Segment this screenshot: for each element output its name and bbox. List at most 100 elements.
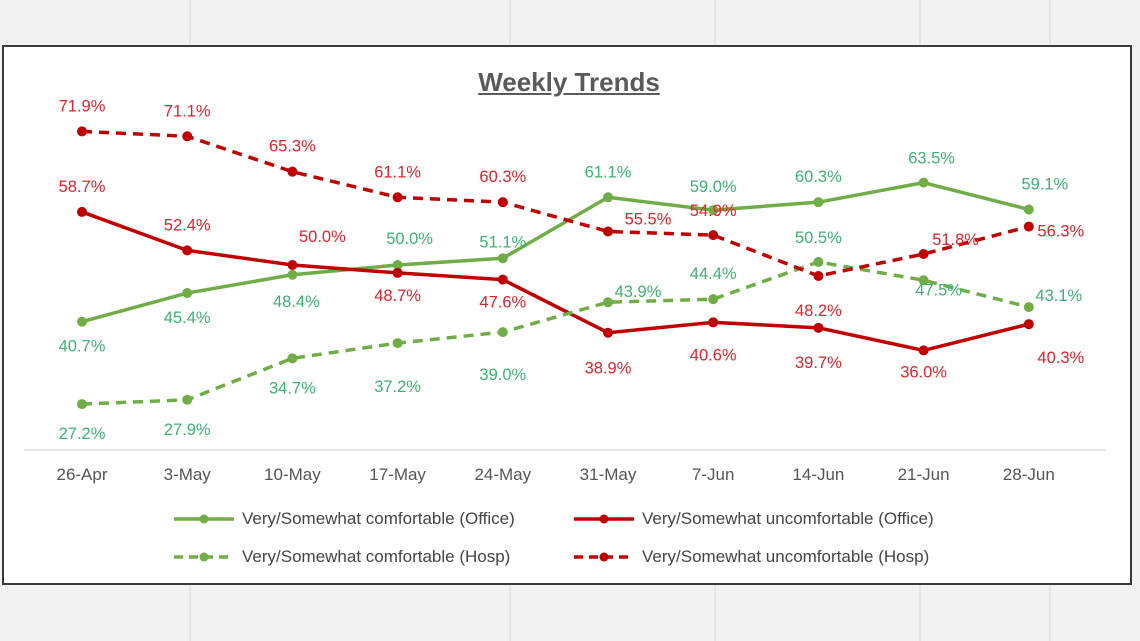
chart-area: Weekly Trends 26-Apr 3-May 10-May 17-May 24-…: [2, 45, 1132, 585]
data-label: 61.1%: [374, 163, 421, 181]
legend-item-uncomfortable-office: Very/Somewhat uncomfortable (Office): [574, 509, 994, 529]
legend-swatch-solid-red: [574, 514, 634, 524]
x-tick-label: 21-Jun: [898, 465, 950, 484]
data-label: 43.9%: [615, 283, 662, 301]
legend-item-comfortable-office: Very/Somewhat comfortable (Office): [174, 509, 574, 529]
data-label: 40.3%: [1037, 349, 1084, 367]
data-label: 36.0%: [900, 363, 947, 381]
data-point: [182, 245, 193, 256]
data-point: [77, 399, 87, 410]
data-point: [918, 249, 929, 260]
data-point: [392, 267, 403, 278]
data-label: 54.9%: [690, 202, 737, 220]
data-point: [708, 294, 719, 305]
series-line-2: [81, 210, 1030, 353]
data-label: 39.0%: [479, 366, 526, 384]
data-point: [182, 131, 193, 142]
x-tick-label: 28-Jun: [1003, 465, 1055, 484]
data-label: 51.8%: [932, 231, 979, 249]
series-line-4: [81, 129, 1030, 278]
data-label: 47.6%: [479, 294, 526, 312]
data-point: [918, 275, 929, 286]
data-label: 48.2%: [795, 302, 842, 320]
x-tick-label: 31-May: [580, 465, 637, 484]
data-point: [287, 269, 298, 280]
data-label: 50.0%: [386, 230, 433, 248]
data-label: 71.1%: [164, 102, 211, 120]
data-point: [603, 192, 613, 203]
data-label: 63.5%: [908, 150, 955, 168]
chart-title: Weekly Trends: [478, 67, 660, 97]
data-point: [918, 177, 929, 188]
data-label: 38.9%: [585, 360, 632, 378]
x-tick-label: 26-Apr: [56, 465, 107, 484]
data-point: [392, 192, 403, 203]
legend-label: Very/Somewhat comfortable (Hosp): [242, 547, 511, 566]
data-point: [182, 288, 193, 299]
data-point: [708, 317, 719, 328]
x-tick-label: 10-May: [264, 465, 321, 484]
legend-label: Very/Somewhat uncomfortable (Hosp): [642, 547, 930, 566]
data-point: [497, 327, 508, 338]
data-point: [77, 206, 87, 217]
data-label: 45.4%: [164, 309, 211, 327]
legend-item-comfortable-hosp: Very/Somewhat comfortable (Hosp): [174, 547, 574, 567]
data-label: 61.1%: [585, 163, 632, 181]
data-point: [603, 327, 613, 338]
data-label: 40.6%: [690, 346, 737, 364]
data-label: 48.7%: [374, 287, 421, 305]
data-label: 58.7%: [59, 178, 106, 196]
data-label: 59.1%: [1021, 175, 1068, 193]
x-tick-label: 7-Jun: [692, 465, 735, 484]
data-label: 40.7%: [59, 338, 106, 356]
data-label: 37.2%: [374, 378, 421, 396]
legend-label: Very/Somewhat uncomfortable (Office): [642, 509, 934, 528]
data-point: [813, 256, 824, 267]
data-point: [287, 260, 298, 270]
legend-item-uncomfortable-hosp: Very/Somewhat uncomfortable (Hosp): [574, 547, 994, 567]
data-point: [1023, 204, 1034, 215]
data-label: 55.5%: [625, 210, 672, 228]
data-point: [708, 230, 719, 241]
data-point: [918, 345, 929, 356]
data-point: [287, 353, 298, 364]
data-label: 52.4%: [164, 216, 211, 234]
data-point: [603, 226, 613, 237]
data-label: 27.9%: [164, 421, 211, 439]
x-tick-label: 24-May: [474, 465, 531, 484]
legend: Very/Somewhat comfortable (Office) Very/…: [174, 509, 994, 567]
data-label: 39.7%: [795, 354, 842, 372]
data-label: 71.9%: [59, 97, 106, 115]
data-point: [392, 260, 403, 270]
data-point: [77, 126, 87, 137]
data-label: 34.7%: [269, 379, 316, 397]
data-point: [497, 197, 508, 208]
data-point: [497, 253, 508, 264]
data-label: 44.4%: [690, 265, 737, 283]
data-point: [182, 394, 193, 405]
legend-swatch-dashed-red: [574, 552, 634, 562]
data-point: [1023, 319, 1034, 330]
data-label: 60.3%: [479, 168, 526, 186]
x-tick-label: 14-Jun: [792, 465, 844, 484]
data-point: [287, 166, 298, 177]
data-point: [708, 205, 719, 216]
data-point: [813, 197, 824, 208]
data-label: 47.5%: [915, 281, 962, 299]
legend-label: Very/Somewhat comfortable (Office): [242, 509, 515, 528]
data-label: 59.0%: [690, 178, 737, 196]
data-point: [1023, 221, 1034, 232]
series-line-3: [81, 260, 1030, 406]
data-label: 43.1%: [1035, 287, 1082, 305]
legend-swatch-dashed-green: [174, 552, 234, 562]
data-label: 27.2%: [59, 425, 106, 443]
x-tick-label: 17-May: [369, 465, 426, 484]
data-point: [603, 297, 613, 308]
series-line-1: [81, 180, 1030, 324]
legend-swatch-solid-green: [174, 514, 234, 524]
data-point: [1023, 302, 1034, 313]
data-label: 50.0%: [299, 228, 346, 246]
data-point: [813, 322, 824, 333]
data-label: 50.5%: [795, 229, 842, 247]
data-label: 48.4%: [273, 293, 320, 311]
